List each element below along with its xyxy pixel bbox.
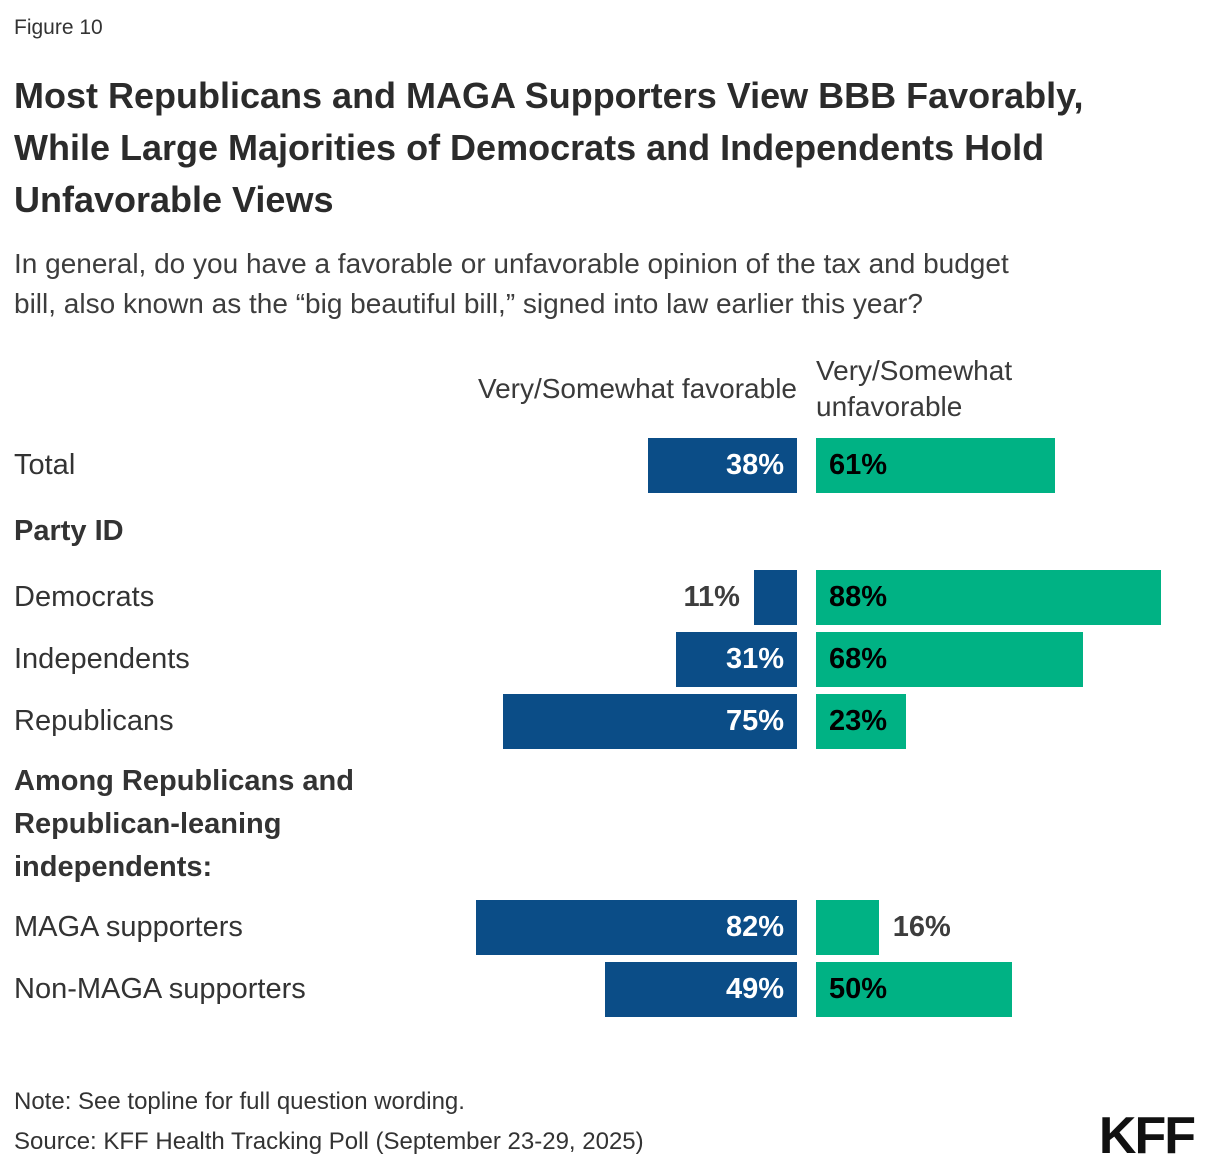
chart-footer: Note: See topline for full question word…: [14, 1088, 1206, 1165]
favorable-cell: 49%: [440, 962, 797, 1017]
favorable-value: 49%: [725, 973, 784, 1005]
chart-row-maga-supporters: MAGA supporters 82% 16%: [14, 900, 1206, 955]
unfavorable-cell: 50%: [816, 962, 1206, 1017]
column-gap: [797, 962, 816, 1017]
kff-logo: KFF: [1098, 1106, 1196, 1165]
column-gap: [797, 570, 816, 625]
footer-text: Note: See topline for full question word…: [14, 1088, 644, 1158]
unfavorable-bar: 23%: [816, 694, 907, 749]
row-label: Total: [14, 449, 76, 481]
footer-note: Note: See topline for full question word…: [14, 1088, 465, 1115]
unfavorable-cell: 16%: [816, 900, 1206, 955]
chart-row-non-maga-supporters: Non-MAGA supporters 49% 50%: [14, 962, 1206, 1017]
favorable-value: 31%: [725, 643, 784, 675]
chart-title: Most Republicans and MAGA Supporters Vie…: [14, 70, 1206, 226]
favorable-value: 38%: [725, 449, 784, 481]
unfavorable-value: 88%: [829, 581, 888, 613]
column-gap: [797, 632, 816, 687]
unfavorable-bar: 68%: [816, 632, 1083, 687]
chart-subtitle-line-1: In general, do you have a favorable or u…: [14, 248, 1009, 279]
section-row-among-republicans-and-republican-leaning-independents: Among Republicans and Republican-leaning…: [14, 756, 1206, 893]
row-label: Democrats: [14, 581, 155, 613]
column-gap: [797, 900, 816, 955]
unfavorable-bar: 61%: [816, 438, 1056, 493]
unfavorable-value: 16%: [892, 911, 951, 943]
row-label: MAGA supporters: [14, 911, 243, 943]
chart-rows: Total 38% 61% Party ID Democrats 11% 88% Indepe…: [14, 438, 1206, 1024]
figure-label: Figure 10: [14, 16, 103, 39]
row-label: Independents: [14, 643, 190, 675]
favorable-cell: 11%: [440, 570, 797, 625]
row-label: Republicans: [14, 705, 174, 737]
favorable-bar: 38%: [648, 438, 797, 493]
unfavorable-bar: [816, 900, 879, 955]
chart-row-independents: Independents 31% 68%: [14, 632, 1206, 687]
section-label: Among Republicans and Republican-leaning…: [14, 765, 354, 883]
unfavorable-value: 50%: [829, 973, 888, 1005]
favorable-column-header: Very/Somewhat favorable: [477, 373, 797, 404]
column-headers: Very/Somewhat favorable Very/Somewhat un…: [14, 350, 1206, 428]
unfavorable-value: 23%: [829, 705, 888, 737]
chart-subtitle: In general, do you have a favorable or u…: [14, 244, 1206, 324]
footer-source: Source: KFF Health Tracking Poll (Septem…: [14, 1128, 644, 1155]
unfavorable-bar: 88%: [816, 570, 1161, 625]
unfavorable-value: 68%: [829, 643, 888, 675]
unfavorable-bar: 50%: [816, 962, 1012, 1017]
unfavorable-value: 61%: [829, 449, 888, 481]
chart-row-democrats: Democrats 11% 88%: [14, 570, 1206, 625]
chart-row-republicans: Republicans 75% 23%: [14, 694, 1206, 749]
section-label: Party ID: [14, 515, 124, 547]
favorable-bar: 75%: [503, 694, 797, 749]
favorable-value: 82%: [725, 911, 784, 943]
favorable-cell: 38%: [440, 438, 797, 493]
favorable-bar: 82%: [475, 900, 797, 955]
column-gap: [797, 694, 816, 749]
chart-row-total: Total 38% 61%: [14, 438, 1206, 493]
chart-title-line-1: Most Republicans and MAGA Supporters Vie…: [14, 75, 1084, 116]
section-row-party-id: Party ID: [14, 500, 1206, 563]
chart-title-line-3: Unfavorable Views: [14, 179, 334, 220]
chart-title-line-2: While Large Majorities of Democrats and …: [14, 127, 1045, 168]
favorable-value: 75%: [725, 705, 784, 737]
favorable-bar: 49%: [604, 962, 797, 1017]
unfavorable-cell: 68%: [816, 632, 1206, 687]
unfavorable-cell: 88%: [816, 570, 1206, 625]
favorable-bar: [753, 570, 797, 625]
favorable-cell: 75%: [440, 694, 797, 749]
favorable-cell: 31%: [440, 632, 797, 687]
favorable-bar: 31%: [675, 632, 797, 687]
favorable-value: 11%: [683, 581, 740, 613]
favorable-cell: 82%: [440, 900, 797, 955]
row-label: Non-MAGA supporters: [14, 973, 306, 1005]
unfavorable-cell: 61%: [816, 438, 1206, 493]
column-gap: [797, 438, 816, 493]
unfavorable-cell: 23%: [816, 694, 1206, 749]
unfavorable-column-header: Very/Somewhat unfavorable: [816, 355, 1013, 422]
chart-subtitle-line-2: bill, also known as the “big beautiful b…: [14, 288, 923, 319]
